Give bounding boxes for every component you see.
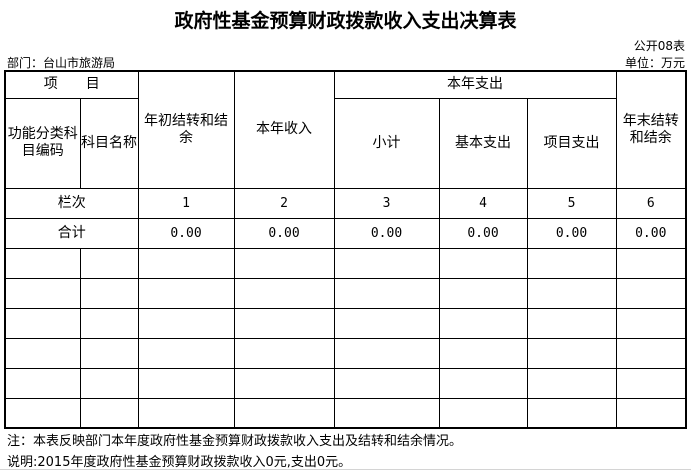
- column-index-label: 栏次: [4, 187, 139, 219]
- header-expense-group: 本年支出: [333, 70, 617, 99]
- empty-cell: [137, 277, 235, 309]
- empty-cell: [137, 337, 235, 369]
- budget-table: 项 目 年初结转和结余 本年收入 本年支出 年末结转和结余 功能分类科目编码 科…: [4, 70, 687, 429]
- empty-cell: [438, 367, 528, 399]
- header-project: 项目支出: [526, 97, 617, 189]
- empty-cell: [79, 367, 139, 399]
- header-end-balance: 年末结转和结余: [615, 70, 687, 189]
- empty-cell: [333, 277, 440, 309]
- empty-cell: [233, 367, 335, 399]
- empty-cell: [615, 397, 687, 429]
- empty-cell: [233, 247, 335, 279]
- empty-cell: [233, 397, 335, 429]
- empty-row: [4, 337, 687, 369]
- empty-cell: [438, 307, 528, 339]
- empty-cell: [333, 247, 440, 279]
- note-text: 注：本表反映部门本年度政府性基金预算财政拨款收入支出及结转和结余情况。: [7, 434, 463, 449]
- empty-cell: [137, 307, 235, 339]
- empty-row: [4, 367, 687, 399]
- empty-cell: [526, 337, 617, 369]
- empty-cell: [137, 247, 235, 279]
- empty-cell: [333, 337, 440, 369]
- empty-cell: [526, 367, 617, 399]
- empty-cell: [79, 337, 139, 369]
- empty-cell: [615, 307, 687, 339]
- empty-cell: [4, 367, 81, 399]
- empty-cell: [4, 277, 81, 309]
- header-item: 项 目: [4, 70, 139, 99]
- total-row: 合计 0.00 0.00 0.00 0.00 0.00 0.00: [4, 217, 687, 249]
- column-index-cell: 3: [333, 187, 440, 219]
- column-index-cell: 2: [233, 187, 335, 219]
- empty-row: [4, 277, 687, 309]
- empty-cell: [615, 247, 687, 279]
- column-index-cell: 6: [615, 187, 687, 219]
- empty-cell: [137, 367, 235, 399]
- empty-cell: [233, 337, 335, 369]
- empty-cell: [233, 277, 335, 309]
- empty-cell: [233, 307, 335, 339]
- unit-label: 单位：万元: [624, 56, 685, 70]
- empty-cell: [79, 247, 139, 279]
- empty-cell: [438, 337, 528, 369]
- empty-cell: [333, 307, 440, 339]
- empty-cell: [79, 397, 139, 429]
- empty-cell: [615, 337, 687, 369]
- header-subtotal: 小计: [333, 97, 440, 189]
- empty-row: [4, 247, 687, 279]
- column-index-row: 栏次 1 2 3 4 5 6: [4, 187, 687, 219]
- total-cell: 0.00: [137, 217, 235, 249]
- form-number: 公开08表: [633, 39, 685, 53]
- column-index-cell: 5: [526, 187, 617, 219]
- page-title: 政府性基金预算财政拨款收入支出决算表: [174, 10, 517, 32]
- header-begin-balance: 年初结转和结余: [137, 70, 235, 189]
- header-subject-name: 科目名称: [79, 97, 139, 189]
- divider: [0, 469, 691, 470]
- empty-cell: [79, 277, 139, 309]
- empty-cell: [526, 397, 617, 429]
- empty-cell: [4, 337, 81, 369]
- empty-cell: [438, 397, 528, 429]
- explanation-text: 说明:2015年度政府性基金预算财政拨款收入0元,支出0元。: [7, 455, 352, 470]
- empty-cell: [4, 247, 81, 279]
- empty-cell: [438, 277, 528, 309]
- total-cell: 0.00: [233, 217, 335, 249]
- empty-cell: [333, 367, 440, 399]
- empty-cell: [137, 397, 235, 429]
- empty-cell: [4, 307, 81, 339]
- header-income: 本年收入: [233, 70, 335, 189]
- empty-cell: [526, 277, 617, 309]
- empty-cell: [333, 397, 440, 429]
- total-cell: 0.00: [615, 217, 687, 249]
- total-label: 合计: [4, 217, 139, 249]
- empty-row: [4, 397, 687, 429]
- department-label: 部门：台山市旅游局: [7, 56, 116, 70]
- empty-cell: [526, 307, 617, 339]
- empty-cell: [4, 397, 81, 429]
- empty-cell: [79, 307, 139, 339]
- column-index-cell: 1: [137, 187, 235, 219]
- empty-cell: [615, 277, 687, 309]
- empty-row: [4, 307, 687, 339]
- header-func-code: 功能分类科目编码: [4, 97, 81, 189]
- header-basic: 基本支出: [438, 97, 528, 189]
- total-cell: 0.00: [333, 217, 440, 249]
- empty-cell: [526, 247, 617, 279]
- empty-cell: [615, 367, 687, 399]
- column-index-cell: 4: [438, 187, 528, 219]
- empty-cell: [438, 247, 528, 279]
- total-cell: 0.00: [526, 217, 617, 249]
- total-cell: 0.00: [438, 217, 528, 249]
